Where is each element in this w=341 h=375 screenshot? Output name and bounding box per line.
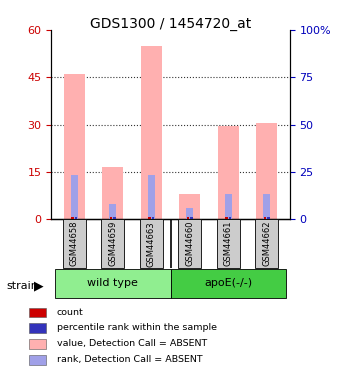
Text: apoE(-/-): apoE(-/-) (204, 278, 252, 288)
Bar (62, 219, 86, 268)
Bar (228, 217, 231, 219)
Bar (148, 217, 151, 219)
Bar (187, 217, 190, 219)
Bar (113, 217, 116, 219)
Text: wild type: wild type (87, 278, 138, 288)
Bar (187, 209, 193, 219)
Text: GDS1300 / 1454720_at: GDS1300 / 1454720_at (90, 17, 251, 31)
Text: GSM44662: GSM44662 (262, 221, 271, 267)
Text: strain: strain (7, 281, 39, 291)
Bar (255, 219, 279, 268)
Bar (102, 167, 123, 219)
Bar (190, 217, 193, 219)
Text: rank, Detection Call = ABSENT: rank, Detection Call = ABSENT (57, 356, 203, 364)
Bar (264, 217, 266, 219)
Bar (64, 74, 85, 219)
Bar (110, 217, 113, 219)
Text: GSM44661: GSM44661 (224, 221, 233, 267)
Bar (218, 126, 239, 219)
Bar (55, 269, 170, 297)
Bar (148, 175, 154, 219)
Bar (151, 217, 154, 219)
Bar (217, 219, 240, 268)
Bar (263, 194, 270, 219)
Bar (225, 217, 228, 219)
Text: ▶: ▶ (34, 279, 44, 292)
Text: value, Detection Call = ABSENT: value, Detection Call = ABSENT (57, 339, 207, 348)
Bar (75, 217, 77, 219)
Bar (267, 217, 270, 219)
Bar (29, 355, 46, 365)
Bar (256, 123, 277, 219)
Bar (178, 219, 202, 268)
Bar (29, 308, 46, 317)
Text: GSM44659: GSM44659 (108, 221, 117, 266)
Text: percentile rank within the sample: percentile rank within the sample (57, 323, 217, 332)
Bar (225, 194, 232, 219)
Bar (71, 175, 78, 219)
Text: count: count (57, 308, 84, 317)
Text: GSM44663: GSM44663 (147, 221, 156, 267)
Bar (139, 219, 163, 268)
Bar (101, 219, 124, 268)
Bar (179, 194, 201, 219)
Text: GSM44660: GSM44660 (185, 221, 194, 267)
Bar (29, 339, 46, 349)
Bar (170, 269, 286, 297)
Text: GSM44658: GSM44658 (70, 221, 79, 267)
Bar (141, 46, 162, 219)
Bar (109, 204, 116, 219)
Bar (29, 323, 46, 333)
Bar (71, 217, 74, 219)
